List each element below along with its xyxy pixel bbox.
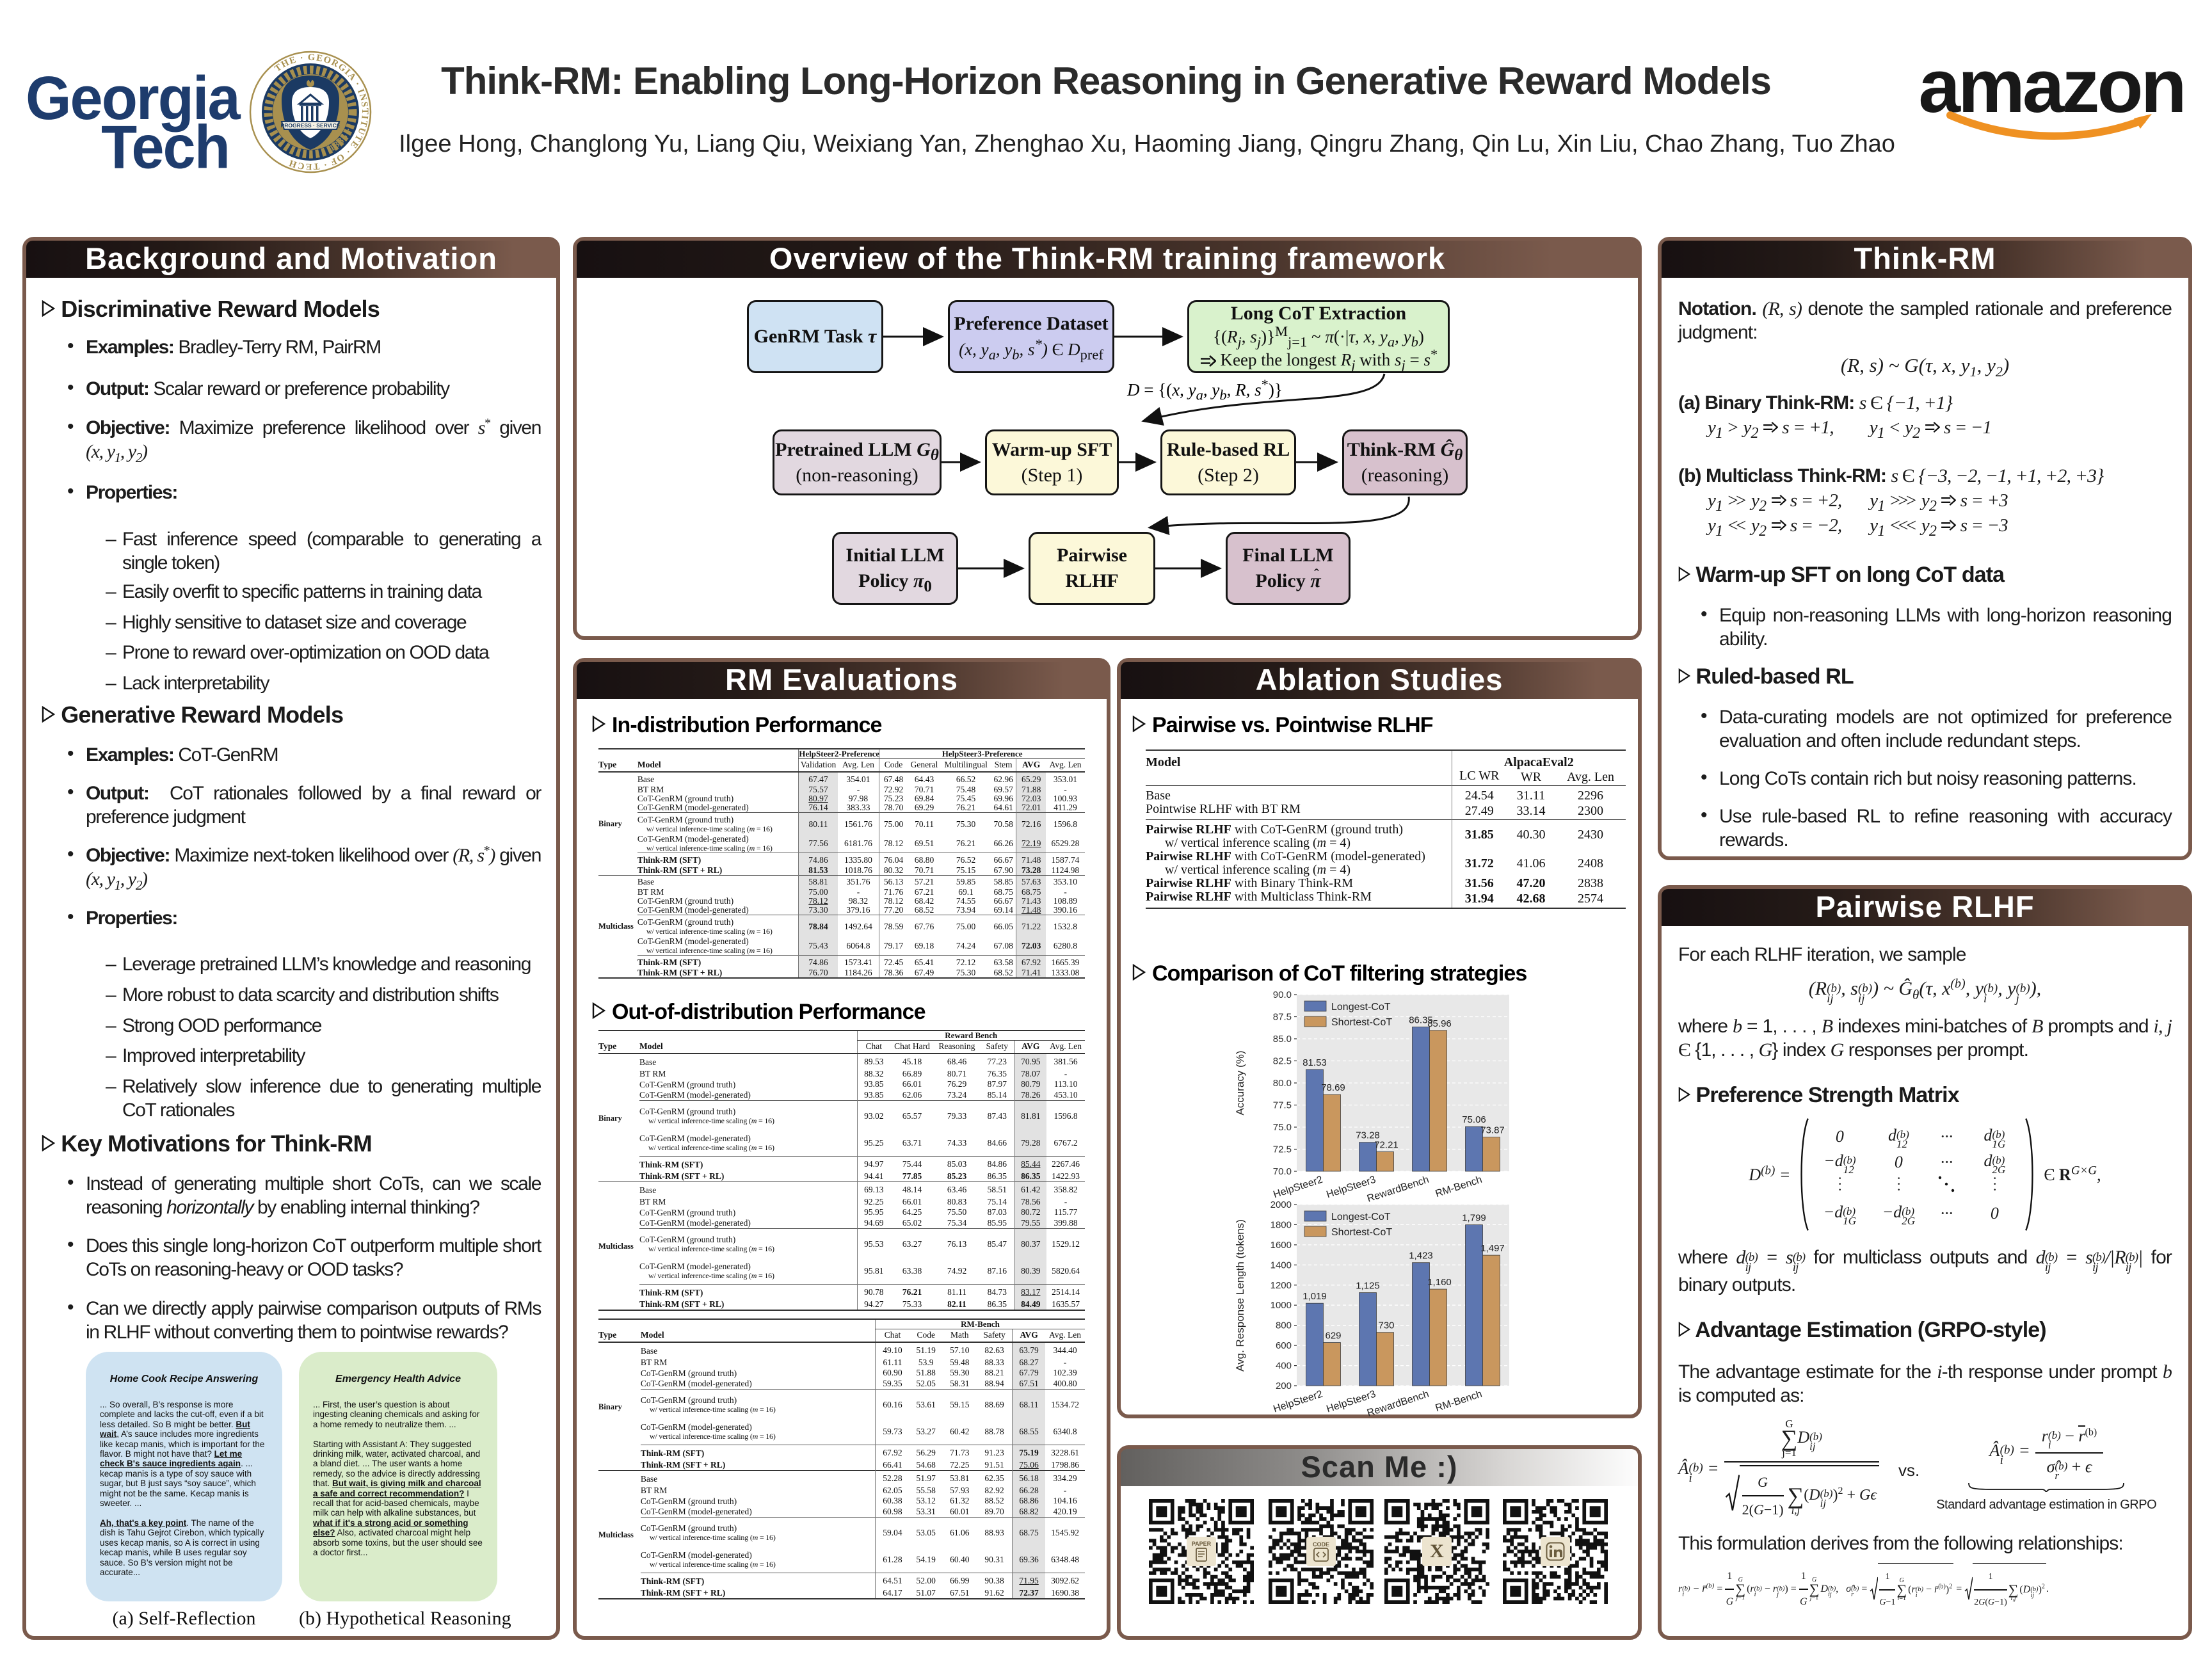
svg-text:Accuracy (%): Accuracy (%) [1234, 1050, 1246, 1115]
svg-text:78.69: 78.69 [1321, 1082, 1345, 1093]
svg-text:1,799: 1,799 [1462, 1213, 1486, 1224]
svg-text:Longest-CoT: Longest-CoT [1331, 1002, 1391, 1013]
svg-text:73.28: 73.28 [1356, 1130, 1380, 1141]
svg-text:75.0: 75.0 [1273, 1122, 1292, 1133]
svg-text:1,019: 1,019 [1302, 1291, 1327, 1302]
svg-text:1,125: 1,125 [1356, 1281, 1380, 1292]
svg-text:87.5: 87.5 [1273, 1012, 1292, 1023]
svg-text:PROGRESS · SERVICE: PROGRESS · SERVICE [281, 122, 341, 129]
svg-text:81.53: 81.53 [1302, 1057, 1327, 1068]
svg-text:1800: 1800 [1270, 1219, 1292, 1230]
svg-text:Shortest-CoT: Shortest-CoT [1331, 1017, 1392, 1028]
svg-text:1600: 1600 [1270, 1240, 1292, 1251]
svg-text:629: 629 [1325, 1331, 1341, 1342]
svg-text:RewardBench: RewardBench [1366, 1389, 1431, 1418]
svg-text:RM-Bench: RM-Bench [1434, 1389, 1484, 1415]
svg-text:Longest-CoT: Longest-CoT [1331, 1212, 1391, 1222]
svg-text:77.5: 77.5 [1273, 1100, 1292, 1111]
svg-text:80.0: 80.0 [1273, 1078, 1292, 1089]
svg-text:730: 730 [1378, 1320, 1394, 1331]
svg-text:2000: 2000 [1270, 1199, 1292, 1210]
svg-text:90.0: 90.0 [1273, 990, 1292, 1000]
svg-text:RM-Bench: RM-Bench [1434, 1174, 1484, 1200]
svg-text:72.21: 72.21 [1374, 1140, 1399, 1151]
svg-text:200: 200 [1276, 1381, 1292, 1391]
svg-text:Avg. Response Length (tokens): Avg. Response Length (tokens) [1234, 1219, 1246, 1372]
svg-text:600: 600 [1276, 1340, 1292, 1351]
svg-text:400: 400 [1276, 1361, 1292, 1372]
svg-text:1,423: 1,423 [1409, 1251, 1433, 1262]
svg-text:HelpSteer2: HelpSteer2 [1272, 1389, 1324, 1415]
svg-text:800: 800 [1276, 1320, 1292, 1331]
svg-text:86.35: 86.35 [1409, 1014, 1433, 1025]
svg-text:72.5: 72.5 [1273, 1144, 1292, 1155]
svg-text:85.96: 85.96 [1427, 1018, 1452, 1029]
svg-text:85.0: 85.0 [1273, 1034, 1292, 1045]
svg-text:1200: 1200 [1270, 1280, 1292, 1291]
svg-text:1000: 1000 [1270, 1300, 1292, 1311]
svg-text:82.5: 82.5 [1273, 1056, 1292, 1067]
svg-text:1,160: 1,160 [1427, 1277, 1452, 1288]
svg-text:70.0: 70.0 [1273, 1166, 1292, 1177]
svg-text:75.06: 75.06 [1462, 1114, 1486, 1125]
svg-text:73.87: 73.87 [1480, 1125, 1505, 1136]
svg-text:Shortest-CoT: Shortest-CoT [1331, 1227, 1392, 1238]
svg-text:1,497: 1,497 [1480, 1243, 1505, 1254]
svg-text:1400: 1400 [1270, 1260, 1292, 1270]
